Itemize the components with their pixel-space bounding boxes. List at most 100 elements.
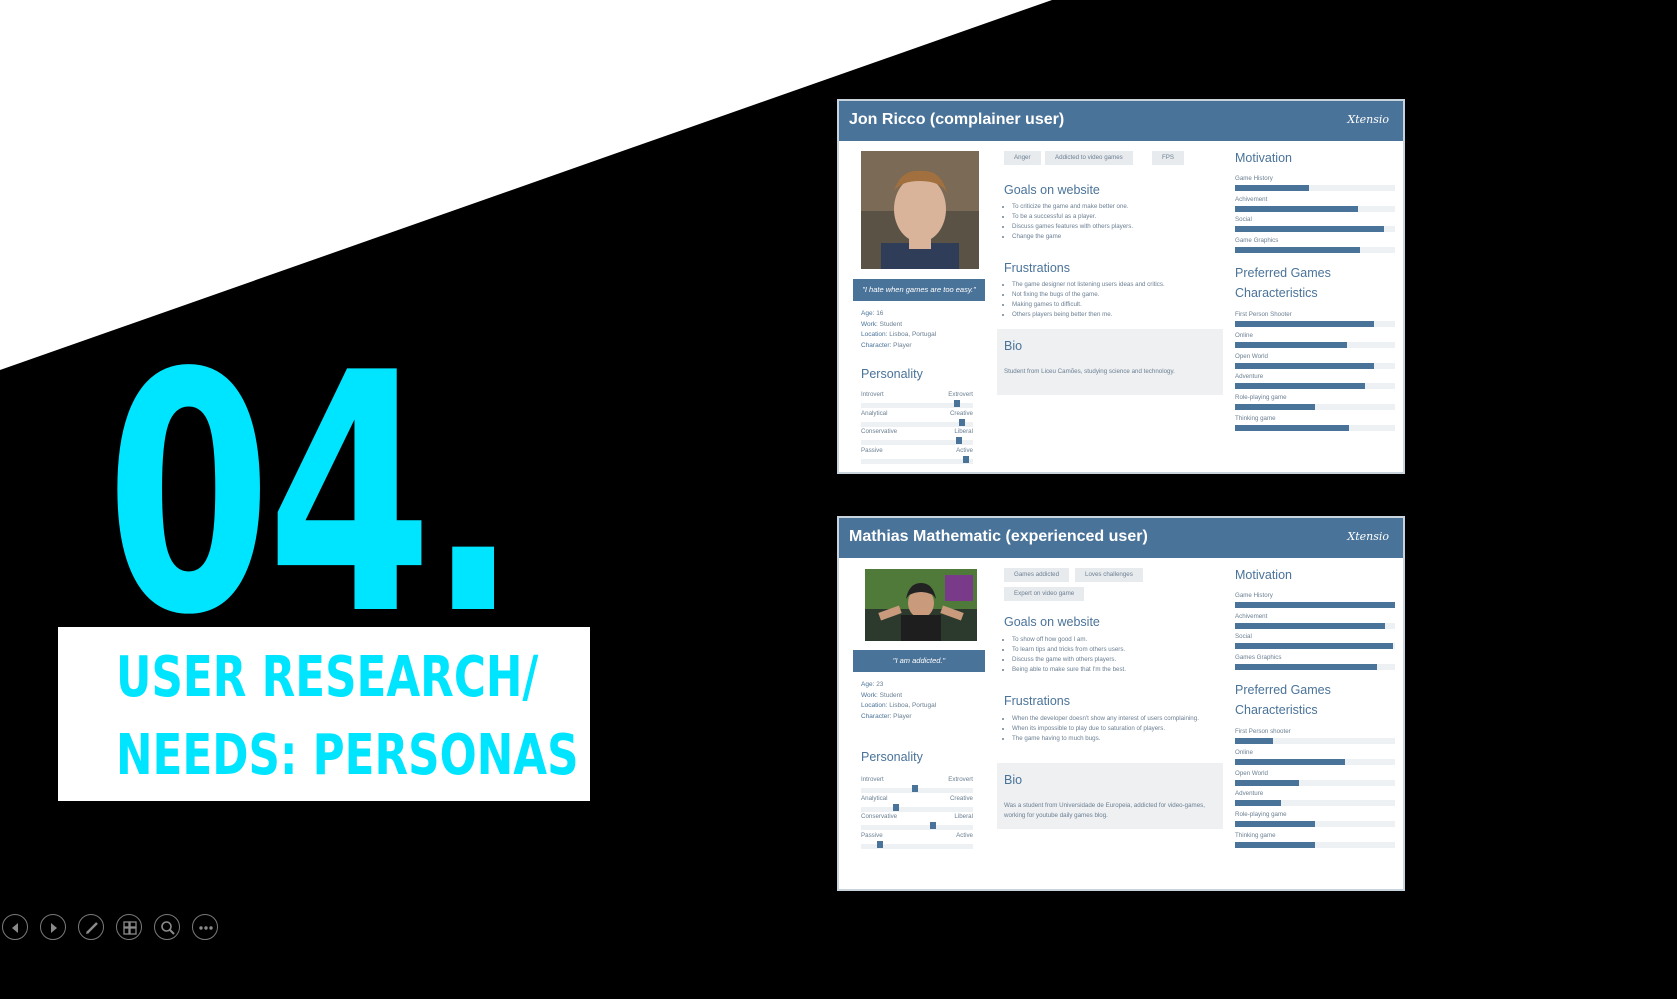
motivation-bar: Game History [1235, 592, 1395, 612]
preferred-label: Adventure [1235, 790, 1264, 798]
personality-left-label: Analytical [861, 409, 888, 417]
preferred-title: Preferred Games [1235, 683, 1331, 697]
goals-title: Goals on website [1004, 615, 1100, 629]
preferred-bar: Thinking game [1235, 832, 1395, 852]
fact-value: Lisboa, Portugal [889, 331, 937, 338]
preferred-label: Thinking game [1235, 415, 1276, 422]
motivation-label: Social [1235, 216, 1252, 223]
preferred-label: First Person Shooter [1235, 311, 1292, 318]
motivation-bar: Game History [1235, 175, 1395, 195]
zoom-button[interactable] [154, 914, 180, 940]
bio-text: Was a student from Universidade de Europ… [1004, 802, 1205, 819]
fact-value: 23 [876, 681, 884, 688]
preferred-bar: First Person shooter [1235, 728, 1395, 748]
personality-title: Personality [861, 367, 923, 381]
preferred-title-2: Characteristics [1235, 703, 1318, 717]
magnifier-icon [161, 921, 175, 935]
personality-track [861, 403, 973, 408]
personality-marker [876, 840, 883, 848]
preferred-label: Role-playing game [1235, 394, 1287, 402]
fact-label: Work: [861, 691, 878, 699]
goals-list: To show off how good I am.To learn tips … [1004, 635, 1222, 675]
goal-item: Discuss games features with others playe… [1012, 222, 1222, 232]
preferred-label: Online [1235, 748, 1253, 756]
personality-right-label: Creative [949, 794, 973, 802]
preferred-bar: Adventure [1235, 790, 1395, 810]
personality-marker [892, 803, 899, 811]
personality-slider: Passive Active [861, 832, 973, 850]
motivation-track [1235, 643, 1395, 649]
personality-track [861, 806, 973, 812]
more-options-button[interactable] [192, 914, 218, 940]
frustration-item: Making games to difficult. [1012, 300, 1222, 310]
fact-line: Age: 16 [861, 309, 936, 320]
preferred-track [1235, 321, 1395, 327]
motivation-title: Motivation [1235, 151, 1292, 165]
personality-slider: Introvert Extrovert [861, 776, 973, 794]
motivation-title: Motivation [1235, 568, 1292, 582]
motivation-track [1235, 246, 1395, 253]
personality-title: Personality [861, 750, 923, 764]
see-all-slides-button[interactable] [116, 914, 142, 940]
preferred-track [1235, 404, 1395, 411]
persona-quote: "I am addicted." [853, 650, 985, 672]
persona-card: Jon Ricco (complainer user) Xtensio "I hat… [837, 99, 1405, 474]
motivation-fill [1235, 663, 1378, 670]
persona-tag: Addicted to video games [1045, 151, 1133, 165]
preferred-fill [1235, 738, 1274, 744]
title-line-1: USER RESEARCH/ [116, 645, 539, 710]
motivation-bar: Game Graphics [1235, 237, 1395, 257]
frustration-item: The game having to much bugs. [1012, 734, 1222, 744]
fact-line: Work: Student [861, 691, 936, 702]
fact-value: Player [893, 712, 912, 720]
motivation-fill [1235, 185, 1309, 191]
personality-marker [958, 418, 965, 426]
preferred-track [1235, 758, 1395, 765]
preferred-label: Thinking game [1235, 832, 1276, 839]
preferred-fill [1235, 842, 1315, 848]
frustrations-list: When the developer doesn't show any inte… [1004, 714, 1222, 744]
personality-track [861, 421, 973, 427]
motivation-fill [1235, 602, 1395, 608]
preferred-bar: Adventure [1235, 373, 1395, 393]
motivation-bar: Social [1235, 633, 1395, 653]
goal-item: To be a successful as a player. [1012, 212, 1222, 222]
goal-item: To learn tips and tricks from others use… [1012, 645, 1222, 655]
preferred-fill [1235, 779, 1299, 786]
fact-line: Character: Player [861, 341, 936, 352]
fact-label: Location: [861, 702, 888, 709]
personality-marker [929, 822, 936, 829]
pen-tool-button[interactable] [78, 914, 104, 940]
fact-label: Location: [861, 331, 888, 338]
previous-slide-button[interactable] [2, 914, 28, 940]
motivation-fill [1235, 643, 1394, 649]
motivation-track [1235, 185, 1395, 191]
fact-line: Character: Player [861, 712, 936, 723]
preferred-label: Open World [1235, 352, 1268, 360]
goal-item: Being able to make sure that I'm the bes… [1012, 665, 1222, 675]
fact-line: Work: Student [861, 320, 936, 331]
preferred-track [1235, 425, 1395, 431]
goal-item: Discuss the game with others players. [1012, 655, 1222, 665]
preferred-fill [1235, 321, 1375, 327]
brand-logo: Xtensio [1347, 113, 1389, 126]
next-slide-button[interactable] [40, 914, 66, 940]
preferred-track [1235, 779, 1395, 786]
personality-slider: Introvert Extrovert [861, 391, 973, 409]
fact-label: Age: [861, 310, 875, 317]
persona-name: Mathias Mathematic (experienced user) [849, 528, 1148, 545]
motivation-track [1235, 205, 1395, 212]
persona-tag: Loves challenges [1075, 568, 1143, 582]
frustrations-title: Frustrations [1004, 261, 1070, 275]
preferred-fill [1235, 425, 1349, 431]
persona-tag: Anger [1004, 151, 1041, 165]
personality-marker [962, 455, 969, 463]
preferred-track [1235, 738, 1395, 744]
fact-value: 16 [876, 310, 884, 317]
personality-left-label: Passive [861, 831, 883, 839]
fact-value: Player [893, 341, 912, 349]
preferred-bar: Online [1235, 749, 1395, 769]
motivation-track [1235, 602, 1395, 608]
persona-photo-image [865, 569, 977, 641]
